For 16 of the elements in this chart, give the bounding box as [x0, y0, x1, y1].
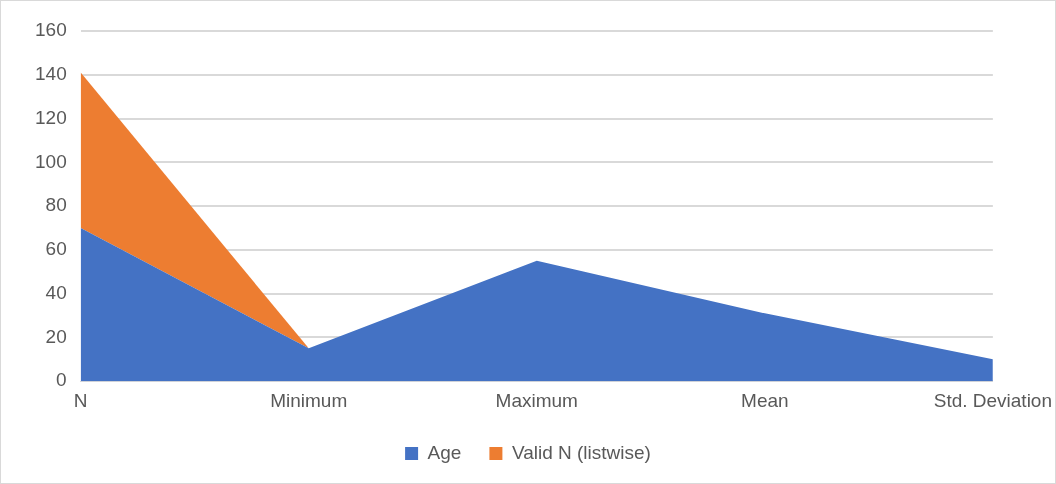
x-tick-label: Minimum [270, 389, 348, 411]
y-tick-label: 20 [45, 325, 67, 347]
x-tick-label: Mean [741, 389, 789, 411]
y-tick-label: 160 [35, 19, 67, 41]
y-tick-label: 40 [45, 281, 67, 303]
x-tick-label: N [73, 389, 88, 411]
x-tick-label: Maximum [495, 389, 578, 411]
y-tick-label: 60 [45, 238, 67, 260]
y-tick-label: 80 [45, 194, 67, 216]
y-tick-label: 140 [35, 63, 67, 85]
y-tick-label: 100 [35, 150, 67, 172]
x-tick-label: Std. Deviation [933, 389, 1053, 411]
y-tick-label: 0 [56, 369, 67, 391]
legend-label: Age [427, 441, 462, 463]
legend-label: Valid N (listwise) [511, 441, 651, 463]
y-tick-label: 120 [35, 106, 67, 128]
